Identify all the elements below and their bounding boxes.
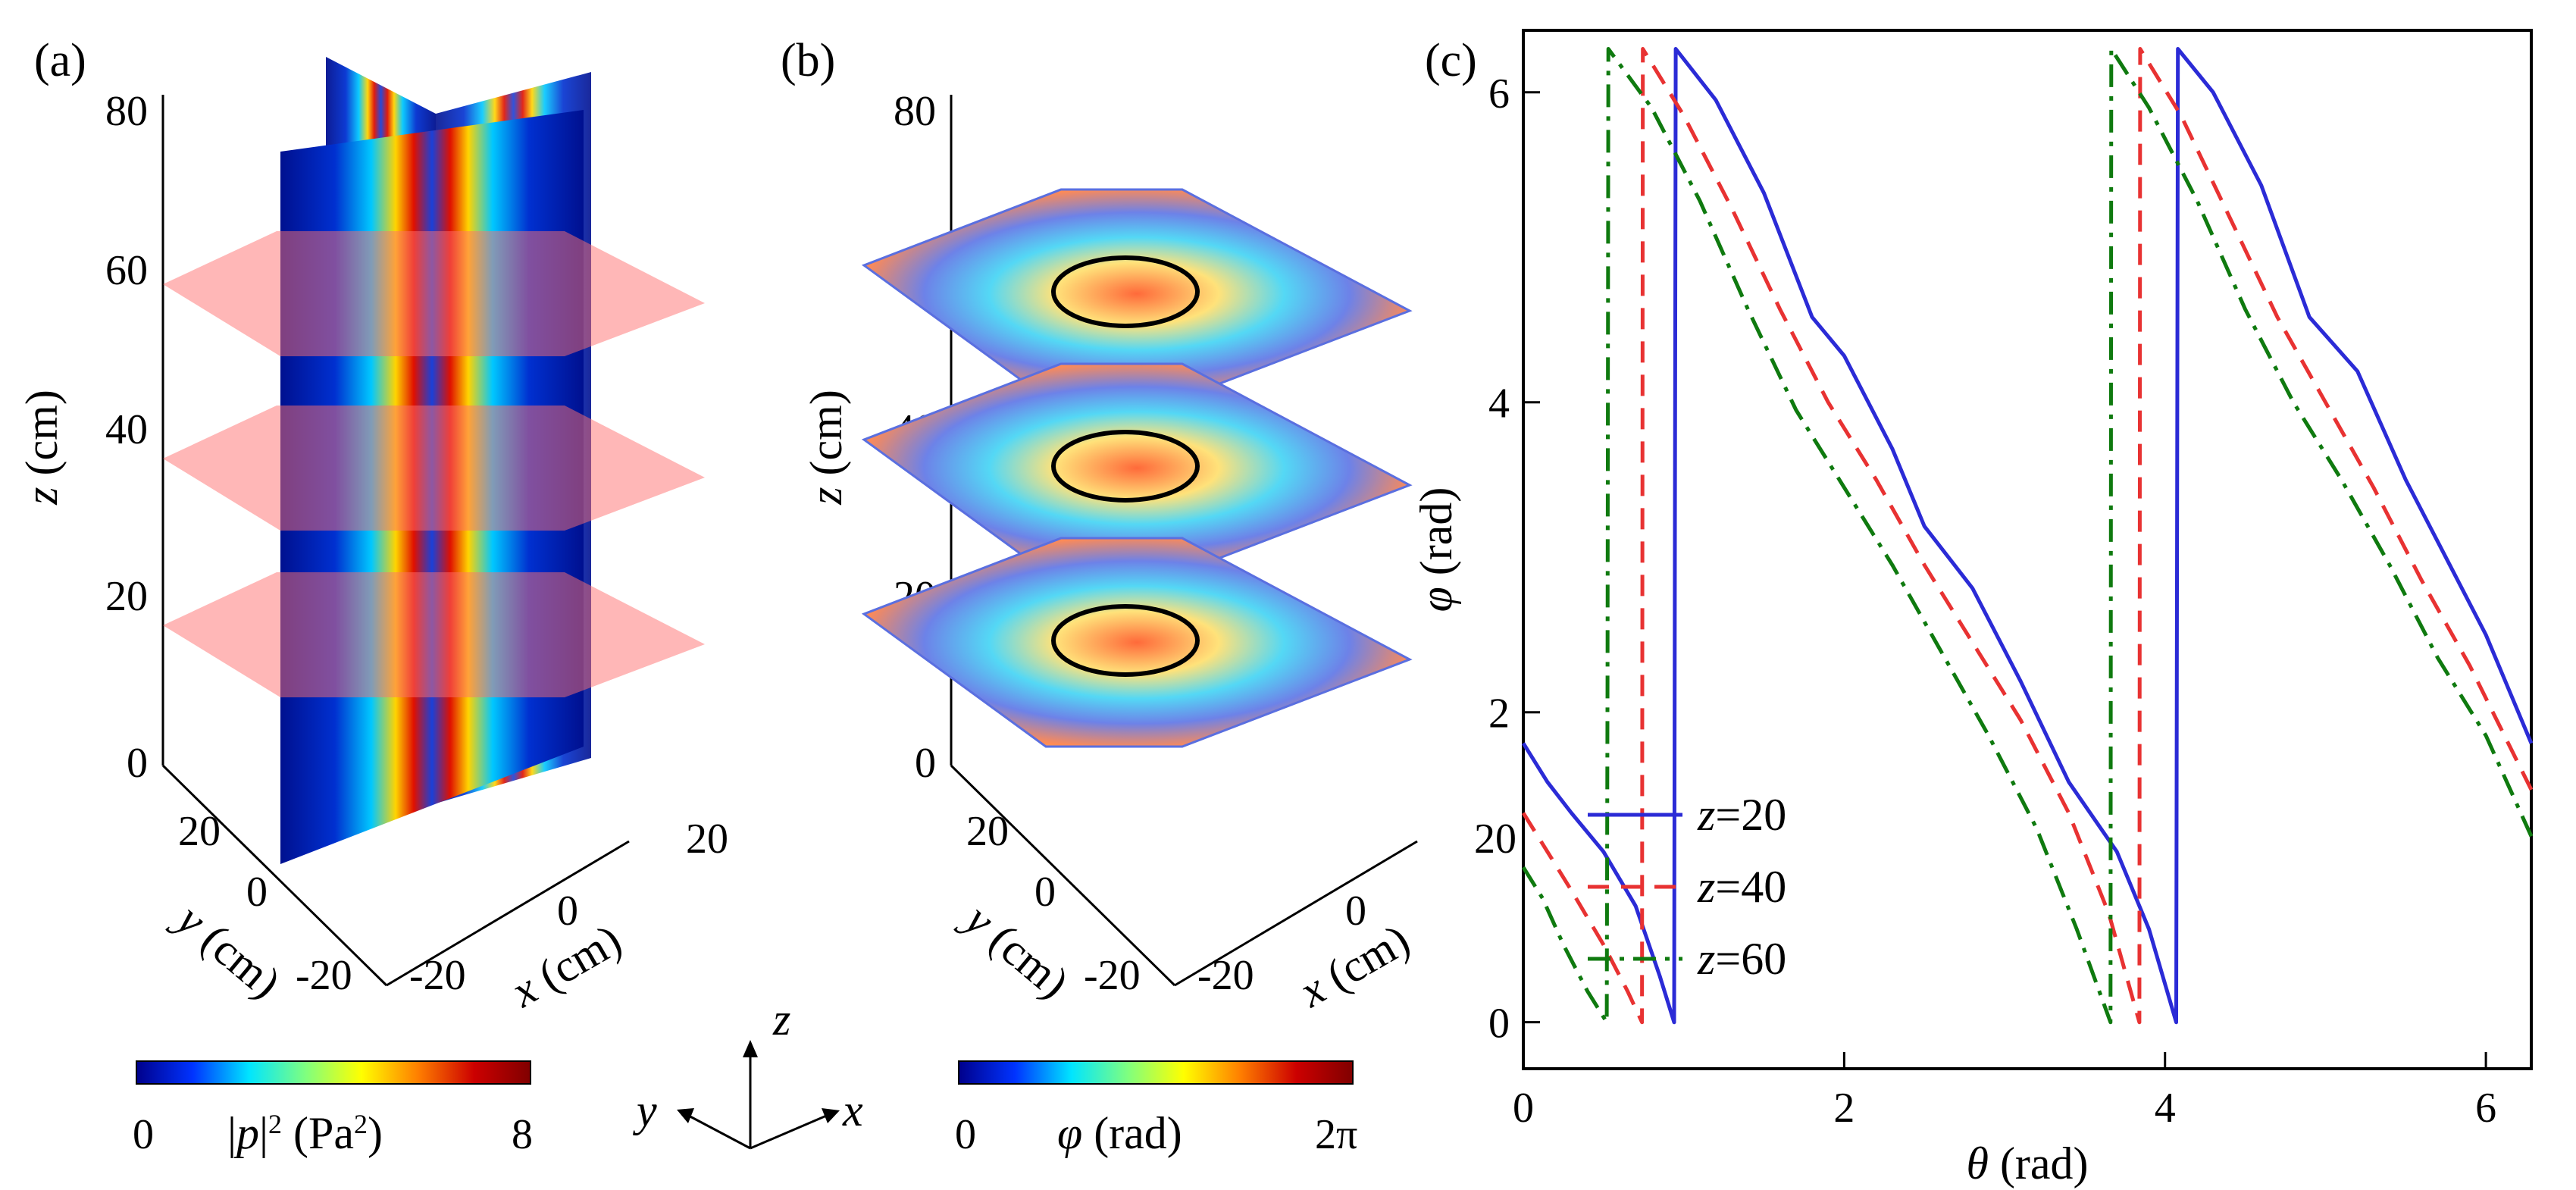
panel-a-y-axis-line	[161, 764, 388, 987]
panel-c-series-line-2	[1521, 47, 2534, 1025]
panel-c-x-tick-label: 6	[2475, 1085, 2496, 1132]
panel-a-z-label: z (cm)	[17, 390, 67, 506]
panel-a-label: (a)	[34, 35, 86, 86]
panel-c-x-label: θ (rad)	[1966, 1138, 2088, 1188]
panel-c-series	[1521, 47, 2534, 1025]
panel-b-ring-z20	[1051, 604, 1200, 677]
panel-c-y-tick-label: 4	[1488, 380, 1510, 427]
panel-a-z-tick: 40	[105, 406, 148, 453]
panel-c-x-tick-label: 0	[1513, 1085, 1534, 1132]
panel-a-x-axis-line	[386, 840, 630, 987]
panel-c-x-tick-label: 2	[1833, 1085, 1855, 1132]
panel-b-x-axis-line	[1174, 840, 1418, 987]
panel-c-legend: z=20 z=40 z=60	[1588, 790, 1786, 984]
axis-icon-y-arrow	[685, 1113, 751, 1150]
axis-icon-x-arrow	[750, 1113, 831, 1150]
axis-icon-y-head	[677, 1108, 694, 1123]
panel-a-plane-z40	[163, 406, 705, 531]
panel-c-x-tick-label: 4	[2155, 1085, 2176, 1132]
panel-c-legend-label-1: z=40	[1697, 862, 1786, 912]
panel-b-z-label: z (cm)	[801, 390, 851, 506]
panel-b-ring-z60	[1051, 255, 1200, 328]
axis-icon-z-label: z	[772, 994, 790, 1044]
panel-b-y-tick: 20	[966, 808, 1009, 855]
panel-b-phase-planes	[861, 188, 1413, 748]
panel-b-ring-z40	[1051, 430, 1200, 503]
panel-b-y-ticks: 20 0 -20	[966, 808, 1141, 999]
panel-c-legend-label-0: z=20	[1697, 790, 1786, 840]
panel-c-x-ticks: 0 2 4 6	[1513, 1052, 2496, 1132]
panel-a-y-tick: 20	[178, 808, 221, 855]
panel-b-colorbar	[958, 1060, 1354, 1085]
panel-b-plane-z20	[861, 537, 1413, 748]
panel-c-series-line-1	[1521, 47, 2534, 1025]
panel-b-z-tick: 0	[915, 740, 936, 787]
panel-a-planes	[163, 231, 705, 697]
panel-a-x-ticks: -20 0 20	[409, 816, 728, 999]
panel-b-z-tick: 80	[894, 88, 936, 135]
panel-a-y-label: y (cm)	[164, 891, 290, 1008]
panel-b-y-tick: 0	[1034, 869, 1056, 916]
panel-a-colorbar	[136, 1060, 531, 1085]
panel-b-x-tick: 0	[1345, 888, 1366, 935]
panel-c-chart: (c) 0 2 4 6 0 2 4 6 z=20 z=40 z=60 θ (rad) φ (ra…	[1411, 29, 2534, 1188]
panel-c-y-ticks: 0 2 4 6	[1488, 70, 1540, 1048]
panel-a-colorbar-min: 0	[133, 1111, 154, 1158]
panel-a-z-tick: 80	[105, 88, 148, 135]
panel-a-colorbar-max: 8	[512, 1111, 533, 1158]
panel-a-colorbar-label: |p|2 (Pa2)	[227, 1108, 383, 1158]
panel-a-z-ticks: 0 20 40 60 80	[105, 88, 148, 787]
panel-b-x-tick: -20	[1197, 952, 1254, 999]
panel-a-z-tick: 20	[105, 573, 148, 620]
panel-a-z-tick: 60	[105, 247, 148, 294]
panel-c-y-tick-label: 2	[1488, 691, 1510, 737]
panel-a-y-tick: -20	[296, 952, 352, 999]
axes-orientation-icon: z x y	[632, 994, 863, 1150]
panel-a-y-ticks: 20 0 -20	[178, 808, 352, 999]
panel-b-y-label: y (cm)	[953, 891, 1078, 1008]
panel-c-y-tick-label: 6	[1488, 70, 1510, 117]
panel-b-colorbar-max: 2π	[1315, 1111, 1357, 1158]
panel-c-y-tick-label: 0	[1488, 1001, 1510, 1048]
panel-b-y-tick: -20	[1084, 952, 1141, 999]
panel-b-colorbar-label: φ (rad)	[1057, 1108, 1182, 1158]
panel-a-plane-z20	[163, 572, 705, 697]
panel-b-x-tick: 20	[1474, 816, 1516, 863]
axis-icon-x-label: x	[842, 1085, 863, 1135]
panel-b: (b) 0 20 40 60 80 z (cm) 20 0 -20 y (cm)…	[781, 35, 1516, 1158]
panel-a-plane-z60	[163, 231, 705, 356]
panel-a: (a) 0 20 40 60 80 z (cm) 20 0 -20 y (cm)…	[17, 35, 728, 1158]
panel-a-y-tick: 0	[246, 869, 268, 916]
panel-c-y-label: φ (rad)	[1411, 487, 1461, 612]
axis-icon-z-head	[743, 1040, 758, 1057]
panel-c-legend-label-2: z=60	[1697, 934, 1786, 984]
panel-a-x-tick: -20	[409, 952, 466, 999]
panel-a-x-tick: 0	[557, 888, 578, 935]
panel-b-colorbar-min: 0	[955, 1111, 976, 1158]
panel-b-y-axis-line	[950, 764, 1176, 987]
axis-icon-x-head	[822, 1108, 840, 1123]
panel-c-plot-frame	[1522, 29, 2533, 1070]
panel-c-label: (c)	[1425, 35, 1477, 86]
panel-c-series-line-0	[1521, 47, 2534, 1025]
panel-b-label: (b)	[781, 35, 835, 86]
panel-a-z-tick: 0	[127, 740, 148, 787]
panel-a-x-tick: 20	[686, 816, 728, 863]
panel-b-x-ticks: -20 0 20	[1197, 816, 1516, 999]
axis-icon-y-label: y	[632, 1085, 657, 1135]
